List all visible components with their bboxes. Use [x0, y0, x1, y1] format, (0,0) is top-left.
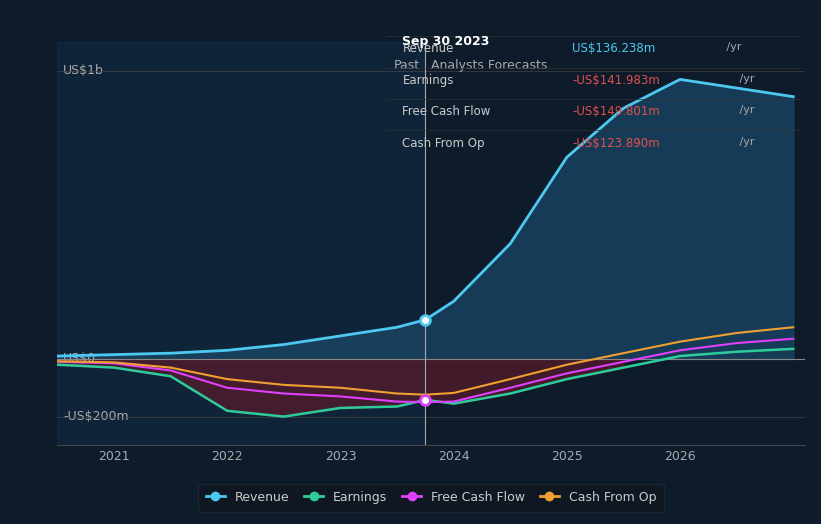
Bar: [57, 42, 425, 445]
Text: Past: Past: [393, 59, 420, 72]
Text: /yr: /yr: [736, 137, 754, 147]
Text: Revenue: Revenue: [402, 42, 454, 56]
Text: -US$200m: -US$200m: [63, 410, 129, 423]
Text: Cash From Op: Cash From Op: [402, 137, 485, 150]
Text: Earnings: Earnings: [402, 74, 454, 87]
Text: Free Cash Flow: Free Cash Flow: [402, 105, 491, 118]
Text: -US$149.801m: -US$149.801m: [572, 105, 660, 118]
Text: US$1b: US$1b: [63, 64, 104, 77]
Text: Analysts Forecasts: Analysts Forecasts: [431, 59, 548, 72]
Text: /yr: /yr: [736, 105, 754, 115]
Text: /yr: /yr: [736, 74, 754, 84]
Text: US$136.238m: US$136.238m: [572, 42, 656, 56]
Text: -US$141.983m: -US$141.983m: [572, 74, 660, 87]
Legend: Revenue, Earnings, Free Cash Flow, Cash From Op: Revenue, Earnings, Free Cash Flow, Cash …: [199, 484, 663, 512]
Text: -US$123.890m: -US$123.890m: [572, 137, 660, 150]
Text: /yr: /yr: [722, 42, 741, 52]
Text: US$0: US$0: [63, 353, 96, 365]
Text: Sep 30 2023: Sep 30 2023: [402, 35, 490, 48]
